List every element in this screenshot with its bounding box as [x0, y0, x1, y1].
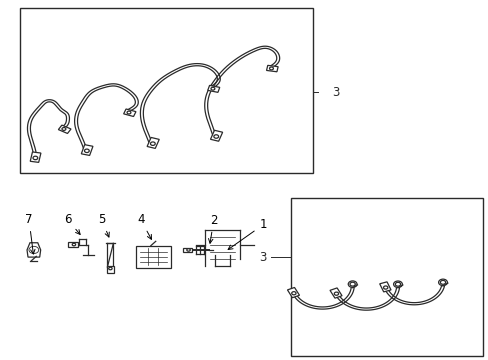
Polygon shape — [58, 125, 71, 134]
Text: 1: 1 — [228, 218, 266, 249]
Circle shape — [33, 156, 38, 160]
Circle shape — [291, 292, 295, 295]
Polygon shape — [183, 248, 192, 252]
Polygon shape — [27, 243, 41, 257]
Polygon shape — [379, 282, 390, 292]
Polygon shape — [123, 109, 136, 117]
Text: 2: 2 — [208, 214, 217, 243]
Circle shape — [62, 127, 66, 130]
Circle shape — [186, 249, 190, 251]
Text: 5: 5 — [98, 213, 109, 237]
Bar — [290, 198, 483, 356]
Circle shape — [334, 292, 338, 295]
Circle shape — [108, 267, 112, 270]
Circle shape — [349, 282, 355, 286]
Circle shape — [150, 142, 155, 145]
Circle shape — [269, 67, 273, 70]
Polygon shape — [207, 85, 219, 93]
Circle shape — [440, 280, 445, 284]
Circle shape — [438, 279, 447, 285]
Circle shape — [84, 149, 89, 153]
Polygon shape — [266, 66, 278, 72]
Text: 6: 6 — [63, 213, 80, 234]
Circle shape — [383, 286, 387, 289]
Circle shape — [127, 111, 131, 114]
Circle shape — [213, 135, 218, 138]
Polygon shape — [30, 152, 41, 162]
Text: 4: 4 — [137, 213, 151, 239]
Text: 3: 3 — [259, 251, 266, 264]
Polygon shape — [68, 242, 78, 247]
Polygon shape — [81, 145, 93, 156]
Polygon shape — [210, 130, 222, 141]
Circle shape — [72, 243, 76, 246]
Circle shape — [347, 281, 356, 287]
Polygon shape — [147, 138, 159, 148]
Circle shape — [29, 246, 39, 253]
Bar — [136, 246, 170, 268]
Text: 7: 7 — [25, 213, 35, 254]
Polygon shape — [287, 288, 299, 298]
Circle shape — [210, 87, 214, 90]
Polygon shape — [107, 266, 113, 273]
Polygon shape — [329, 288, 341, 298]
Circle shape — [393, 281, 402, 288]
Text: 3: 3 — [331, 86, 339, 99]
Bar — [20, 8, 312, 173]
Circle shape — [394, 282, 400, 286]
